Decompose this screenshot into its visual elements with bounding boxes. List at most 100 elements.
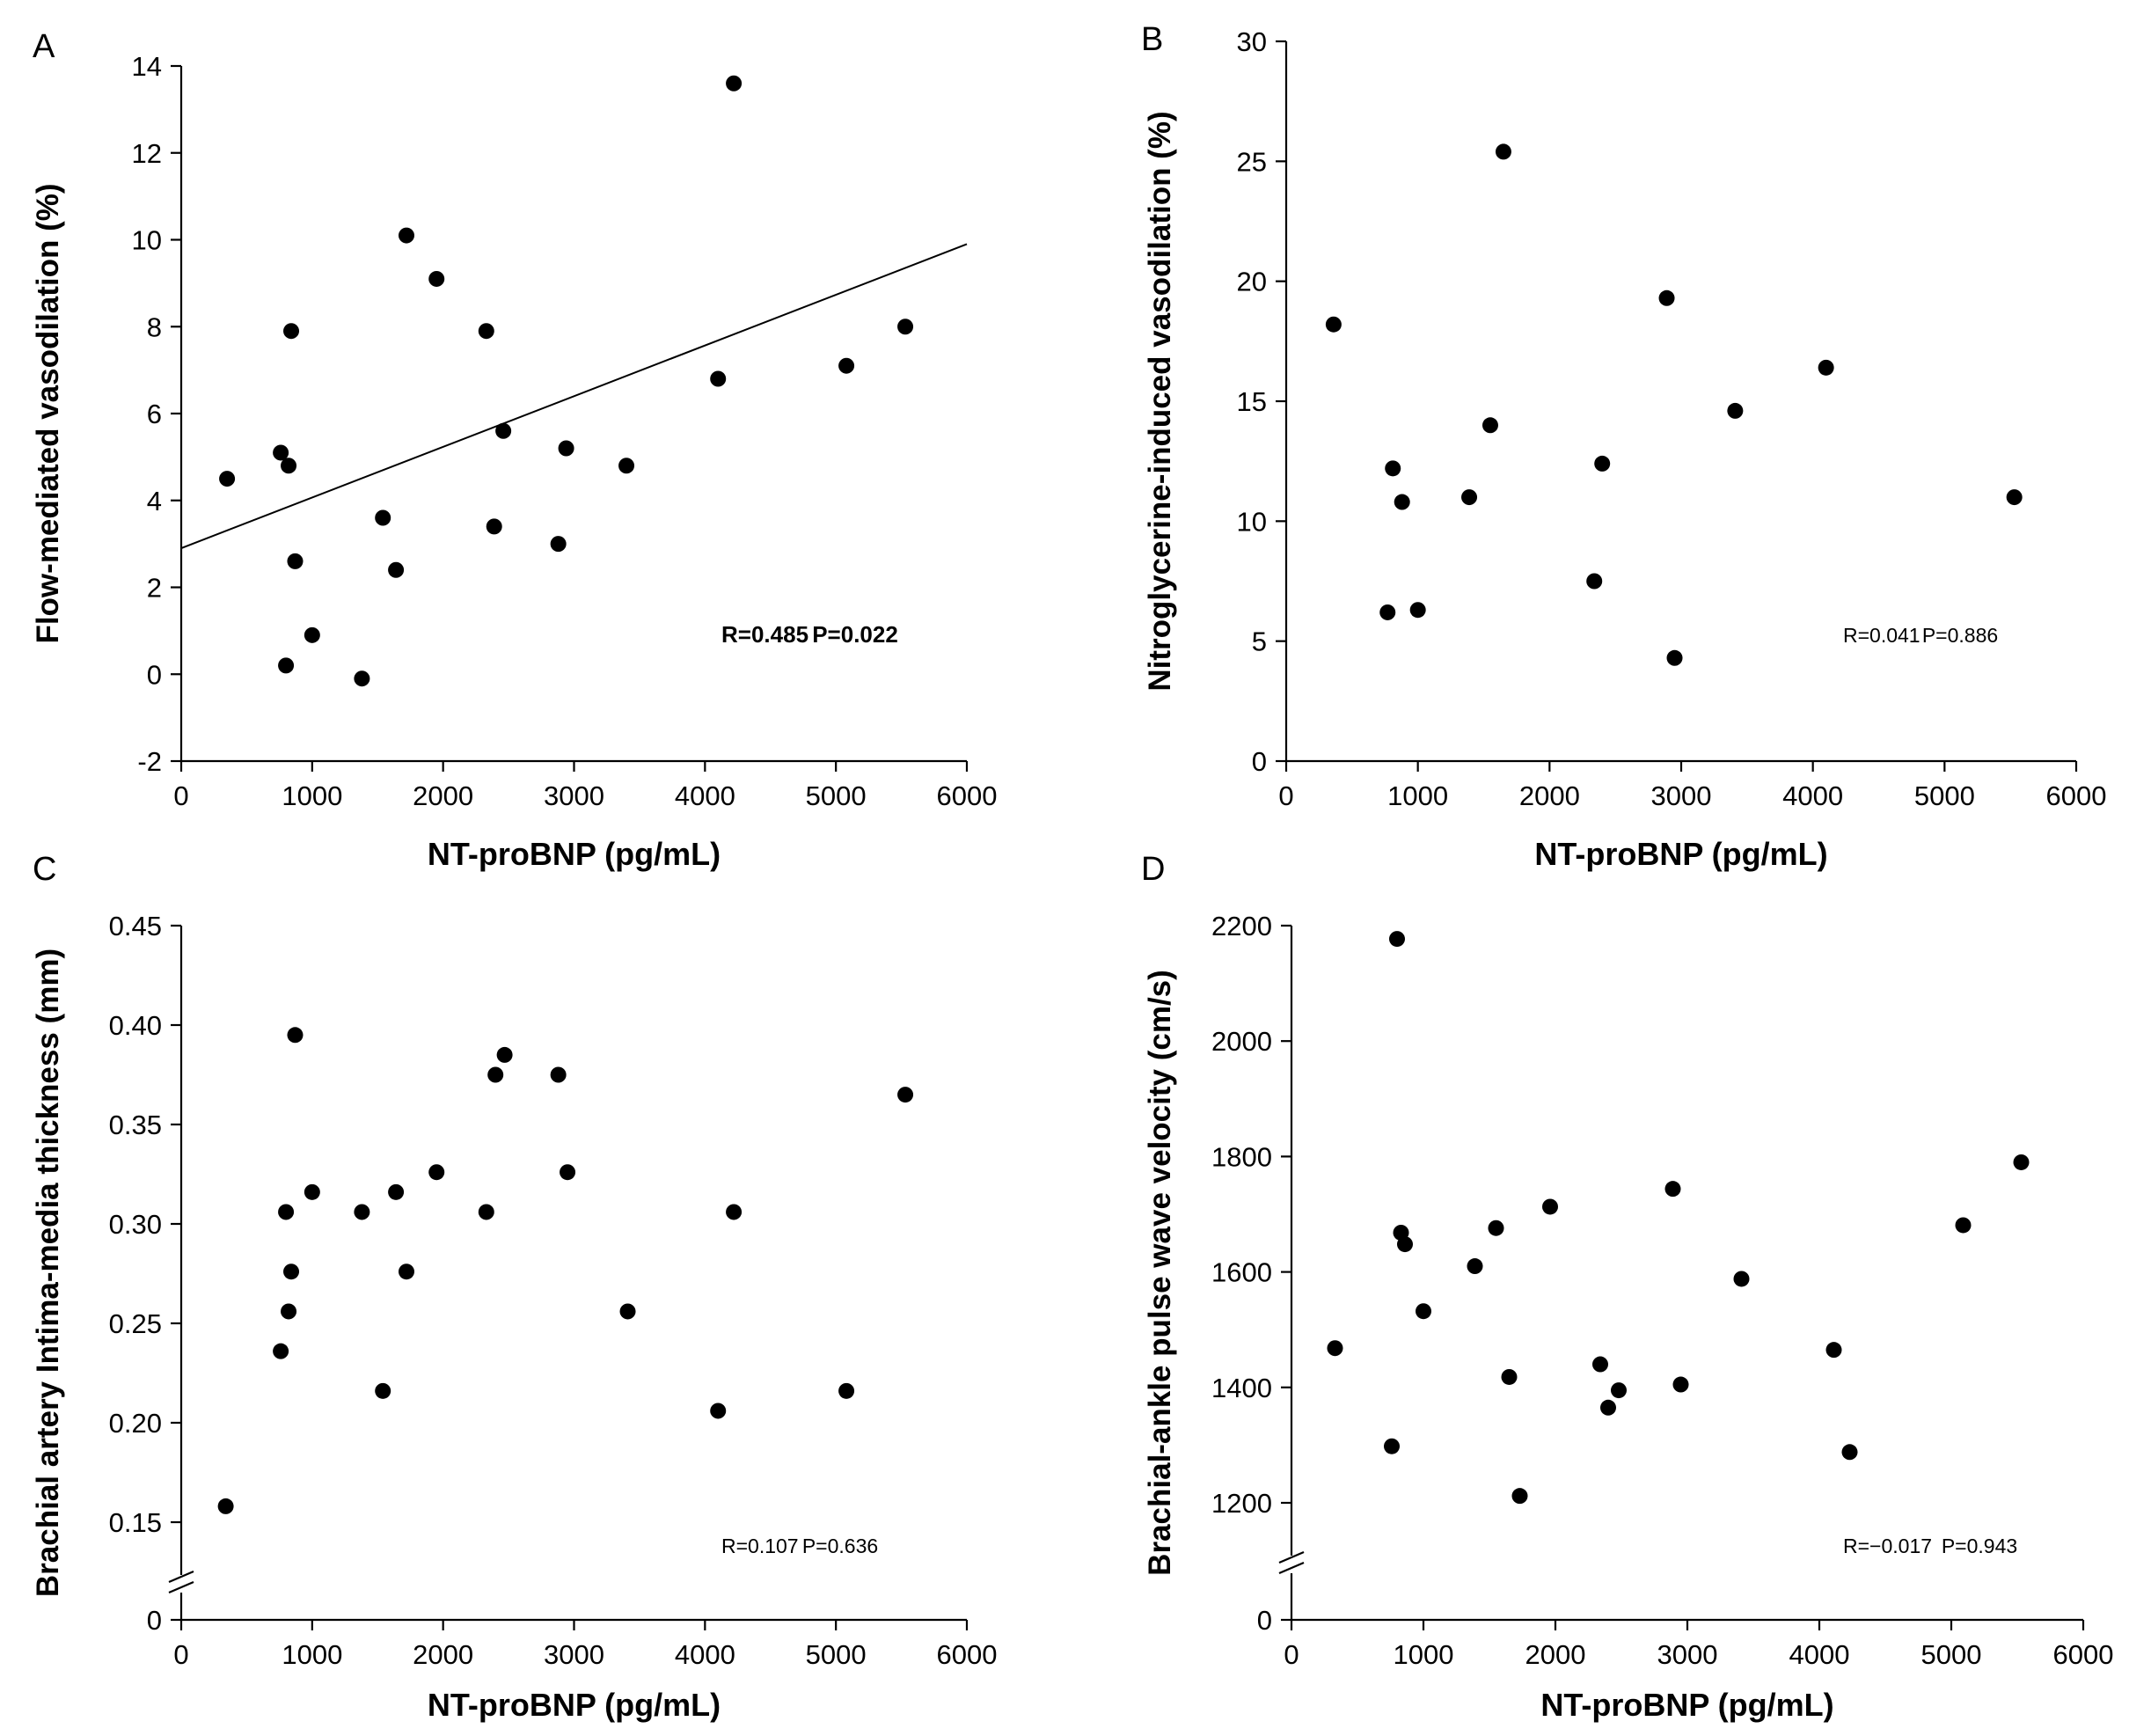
y-tick-label: 10 — [132, 225, 162, 256]
data-point — [354, 1204, 370, 1220]
data-point — [283, 1264, 300, 1280]
data-point — [1389, 931, 1405, 948]
y-tick-label: 1600 — [1211, 1257, 1272, 1288]
plot-area-b: 0 5 10 15 20 25 30 0 1000 2000 3000 4000 5000 6000 — [1237, 26, 2107, 811]
y-tick-label: 1200 — [1211, 1488, 1272, 1519]
y-tick-label: 0.35 — [109, 1110, 162, 1140]
x-tick-label: 2000 — [413, 780, 473, 811]
data-point — [838, 357, 855, 374]
data-point — [710, 370, 727, 387]
x-tick-label: 3000 — [544, 780, 604, 811]
panel-label-d: D — [1141, 851, 1165, 888]
data-point — [1658, 289, 1675, 306]
x-tick-label: 1000 — [1394, 1639, 1454, 1670]
plot-area-a: -2 0 2 4 6 8 10 12 14 0 1000 2000 3000 4000 5000 6000 — [132, 51, 998, 811]
data-point — [219, 471, 236, 487]
x-tick-label: 2000 — [1525, 1639, 1586, 1670]
panel-c: C 0 0.15 0.20 0.25 0.30 0.35 0.40 0.45 0 1000 2000… — [31, 851, 997, 1723]
data-point — [897, 319, 914, 335]
data-point — [1379, 604, 1396, 620]
x-axis-label-d: NT-proBNP (pg/mL) — [1540, 1687, 1833, 1723]
panel-label-c: C — [33, 851, 56, 888]
data-point — [273, 1343, 289, 1359]
x-tick-label: 5000 — [806, 780, 867, 811]
y-tick-label: 0 — [1252, 746, 1267, 777]
data-point — [287, 1027, 304, 1044]
data-point — [478, 323, 494, 340]
axis-break-mark — [1278, 1550, 1305, 1564]
x-tick-label: 1000 — [282, 780, 342, 811]
data-point — [1397, 1236, 1413, 1253]
annotation-p-a: P=0.022 — [812, 621, 898, 648]
data-point — [1955, 1217, 1972, 1234]
x-tick-label: 4000 — [675, 780, 735, 811]
data-point — [1385, 460, 1401, 477]
y-tick-label: 0.30 — [109, 1209, 162, 1240]
y-tick-label: 0.45 — [109, 911, 162, 941]
data-point — [1727, 402, 1744, 419]
data-point — [1461, 489, 1478, 506]
data-point — [2013, 1154, 2030, 1170]
data-point — [1733, 1271, 1750, 1287]
annotation-r-b: R=0.041 — [1843, 624, 1920, 647]
x-tick-label: 1000 — [282, 1639, 342, 1670]
x-tick-label: 1000 — [1387, 780, 1448, 811]
data-point — [217, 1498, 234, 1514]
axis-break-mark — [168, 1570, 194, 1584]
x-tick-label: 4000 — [1782, 780, 1843, 811]
y-axis-label-d: Brachial-ankle pulse wave velocity (cm/s… — [1143, 970, 1177, 1576]
y-axis-label-b: Nitroglycerine-induced vasodilation (%) — [1143, 111, 1177, 691]
data-point — [428, 1164, 445, 1181]
axis-break-mark — [168, 1580, 194, 1594]
data-point — [428, 270, 445, 287]
data-point — [478, 1204, 494, 1220]
y-tick-label: 4 — [147, 486, 162, 516]
data-point — [1495, 143, 1511, 160]
data-point — [1600, 1399, 1616, 1416]
axis-break-mark — [1278, 1561, 1305, 1575]
data-point — [897, 1087, 914, 1103]
data-point — [304, 626, 320, 643]
panel-label-b: B — [1141, 21, 1163, 58]
x-tick-label: 3000 — [544, 1639, 604, 1670]
x-tick-label: 0 — [1278, 780, 1293, 811]
y-tick-label: 25 — [1237, 146, 1267, 177]
x-tick-label: 6000 — [937, 1639, 998, 1670]
data-point — [550, 536, 567, 553]
annotation-p-c: P=0.636 — [802, 1535, 878, 1557]
x-axis-label-c: NT-proBNP (pg/mL) — [428, 1687, 721, 1723]
data-point — [487, 1066, 504, 1083]
annotation-p-b: P=0.886 — [1922, 624, 1998, 647]
plot-area-d: 0 1200 1400 1600 1800 2000 2200 0 1000 2000 3000 40… — [1211, 911, 2113, 1670]
data-point — [1666, 649, 1683, 666]
x-tick-label: 0 — [173, 1639, 188, 1670]
y-tick-label: 10 — [1237, 506, 1267, 537]
data-point — [726, 75, 743, 92]
panel-label-a: A — [33, 28, 55, 65]
data-point — [496, 1046, 513, 1063]
data-point — [1586, 573, 1603, 590]
panel-d: D 0 1200 1400 1600 1800 2000 2200 0 1000 2000 3000… — [1141, 851, 2113, 1723]
x-tick-label: 4000 — [675, 1639, 735, 1670]
data-point — [1825, 1342, 1842, 1359]
data-point — [550, 1066, 567, 1083]
annotation-r-c: R=0.107 — [721, 1535, 799, 1557]
x-tick-label: 3000 — [1657, 1639, 1718, 1670]
panel-a: A -2 0 2 4 6 8 10 12 14 0 1000 2000 3000 4000 5000 6000… — [31, 28, 997, 872]
data-point — [278, 1204, 295, 1220]
data-point — [1488, 1220, 1504, 1236]
data-point — [618, 458, 635, 474]
x-tick-label: 5000 — [1914, 780, 1975, 811]
data-point — [278, 657, 295, 674]
y-tick-label: -2 — [137, 746, 162, 777]
y-tick-label: 0 — [1257, 1605, 1272, 1636]
data-point — [304, 1183, 320, 1200]
plot-area-c: 0 0.15 0.20 0.25 0.30 0.35 0.40 0.45 0 1000 2000 30… — [109, 911, 998, 1670]
x-tick-label: 2000 — [1519, 780, 1580, 811]
data-point — [558, 440, 574, 457]
data-point — [838, 1382, 855, 1399]
y-tick-label: 8 — [147, 311, 162, 342]
x-tick-label: 5000 — [806, 1639, 867, 1670]
x-tick-label: 5000 — [1921, 1639, 1982, 1670]
